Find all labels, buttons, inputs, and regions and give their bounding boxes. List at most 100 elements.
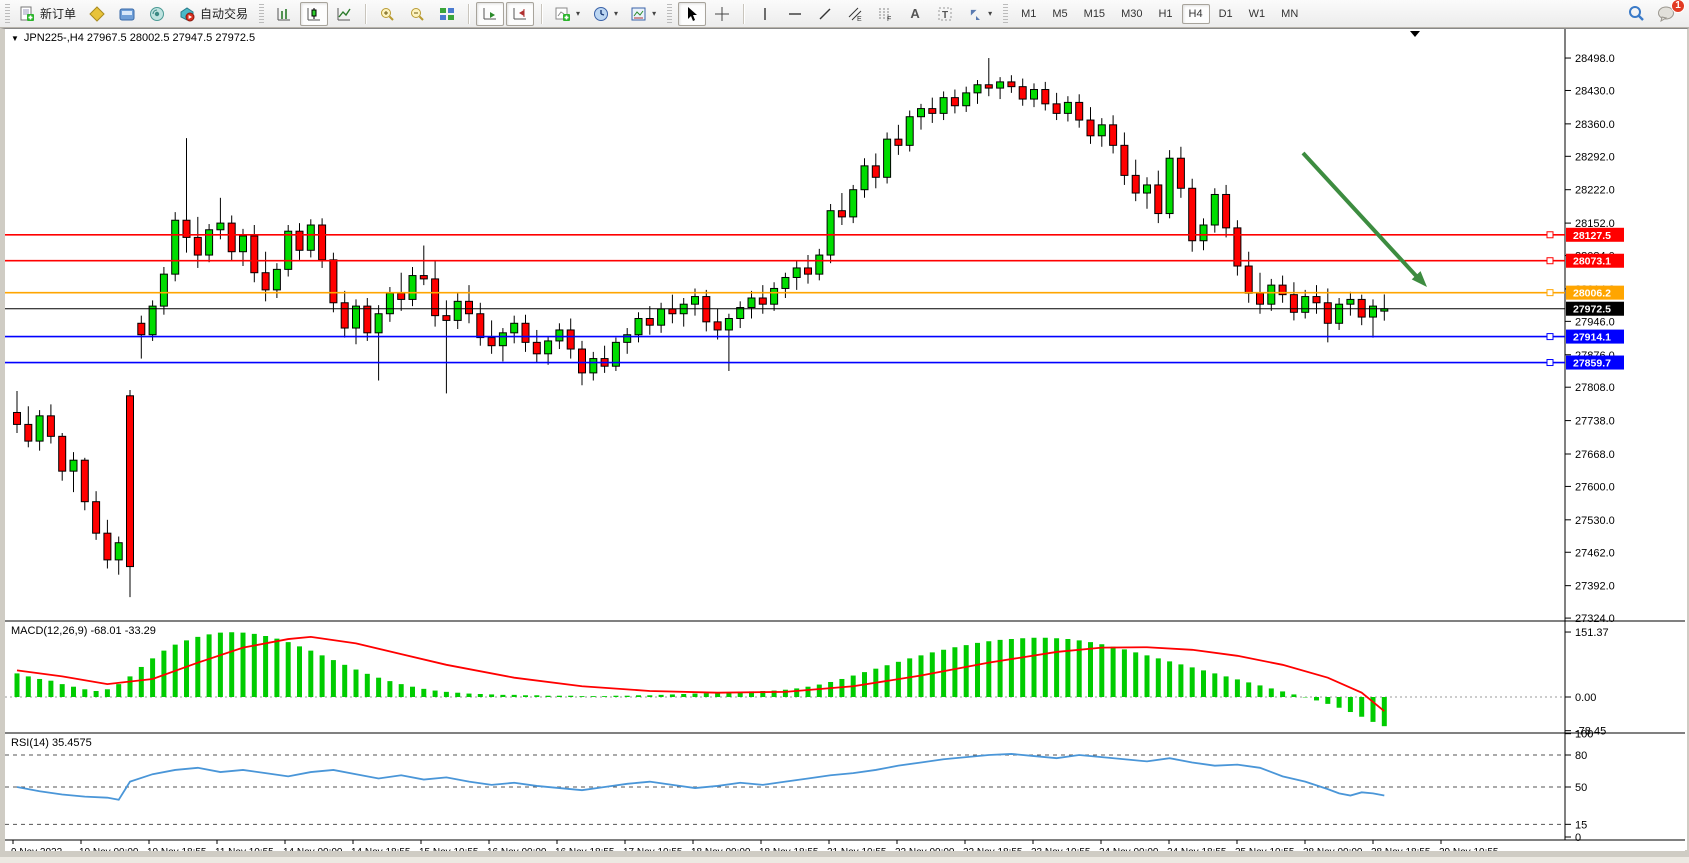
cursor-button[interactable]: [678, 1, 707, 26]
toolbar-grip[interactable]: [1003, 3, 1009, 24]
candlestick: [1030, 83, 1038, 108]
bar-chart-button[interactable]: [270, 2, 298, 26]
auto-scroll-button[interactable]: [476, 1, 505, 26]
candlestick: [544, 336, 553, 365]
toolbar-grip[interactable]: [667, 3, 673, 24]
price-line-handle[interactable]: [1546, 257, 1554, 265]
chart-shift-button[interactable]: [506, 1, 535, 26]
candlestick: [284, 225, 293, 277]
arrows-button[interactable]: ▾: [961, 2, 997, 26]
vertical-line-button[interactable]: [751, 2, 779, 26]
candlestick: [205, 224, 214, 263]
search-button[interactable]: [1622, 2, 1650, 26]
toolbar: 新订单 自动交易: [0, 0, 1689, 28]
candlestick: [1335, 297, 1344, 330]
candlestick: [713, 308, 722, 340]
candlestick: [871, 153, 880, 189]
timeframe-m15[interactable]: M15: [1083, 7, 1106, 20]
trend-arrow-head[interactable]: [1411, 271, 1427, 287]
candlestick: [804, 255, 812, 284]
candlestick: [781, 272, 790, 298]
chart-shift-icon: [511, 5, 529, 23]
chart-dropdown-icon[interactable]: ▼: [11, 33, 19, 43]
date-axis-label: 18 Nov 18:55: [759, 847, 819, 851]
candlestick-chart-icon: [305, 5, 323, 23]
price-line-handle[interactable]: [1546, 333, 1554, 341]
macd-label: MACD(12,26,9) -68.01 -33.29: [11, 625, 156, 637]
price-line-handle[interactable]: [1546, 289, 1554, 297]
candlestick: [80, 457, 89, 511]
dropdown-arrow-icon: ▾: [576, 9, 581, 18]
auto-trading-icon: [178, 5, 196, 23]
periods-button[interactable]: ▾: [587, 2, 623, 26]
trendline-button[interactable]: [811, 2, 839, 26]
date-axis-label: 16 Nov 18:55: [555, 847, 615, 851]
toolbar-grip[interactable]: [259, 3, 265, 24]
svg-text:T: T: [942, 10, 948, 21]
toolbar-grip[interactable]: [5, 3, 10, 24]
candlestick: [1346, 291, 1355, 316]
candlestick: [1143, 177, 1151, 209]
timeframe-m30[interactable]: M30: [1121, 7, 1143, 20]
date-axis-label: 22 Nov 00:00: [895, 847, 955, 851]
timeframe-mn[interactable]: MN: [1281, 7, 1299, 20]
charts-profile-button[interactable]: [83, 2, 111, 26]
candlestick: [1041, 81, 1050, 111]
notifications-button[interactable]: 1: [1652, 0, 1685, 26]
price-line-handle[interactable]: [1546, 231, 1554, 239]
candlestick: [374, 305, 383, 381]
arrows-icon: [966, 5, 984, 23]
line-chart-button[interactable]: [330, 2, 358, 26]
timeframe-h4[interactable]: H4: [1181, 3, 1210, 24]
candlestick: [35, 410, 44, 451]
fibonacci-icon: F: [876, 5, 894, 23]
tile-windows-icon: [438, 5, 456, 23]
price-axis-tick-label: 27324.0: [1575, 613, 1615, 625]
signals-button[interactable]: [143, 2, 171, 26]
price-line-handle[interactable]: [1546, 359, 1554, 367]
templates-button[interactable]: ▾: [625, 2, 661, 26]
fibonacci-button[interactable]: F: [871, 2, 899, 26]
date-axis-label: 16 Nov 00:00: [487, 847, 547, 851]
macd-axis-tick-label: 0.00: [1575, 692, 1596, 704]
tile-windows-button[interactable]: [433, 2, 461, 26]
new-chart-button[interactable]: ▾: [549, 2, 585, 26]
candlestick: [182, 138, 191, 253]
timeframe-w1[interactable]: W1: [1248, 7, 1266, 20]
price-axis-tick-label: 27600.0: [1575, 481, 1615, 493]
price-axis-tick-label: 27530.0: [1575, 515, 1615, 527]
text-label-button[interactable]: T: [931, 2, 959, 26]
charts-profile-icon: [88, 5, 106, 23]
candlestick: [1233, 220, 1242, 276]
crosshair-button[interactable]: [708, 2, 736, 26]
trend-arrow[interactable]: [1301, 151, 1421, 281]
timeframe-m5[interactable]: M5: [1052, 7, 1068, 20]
zoom-out-button[interactable]: [403, 2, 431, 26]
candlestick: [837, 193, 846, 226]
candlestick: [1007, 75, 1016, 93]
candlestick-chart-button[interactable]: [300, 1, 329, 26]
templates-icon: [630, 5, 648, 23]
price-axis-tick-label: 28222.0: [1575, 185, 1615, 197]
date-axis-label: 11 Nov 10:55: [215, 847, 274, 851]
price-axis-tick-label: 27392.0: [1575, 581, 1615, 593]
search-icon: [1627, 5, 1645, 23]
dropdown-arrow-icon: ▾: [652, 9, 657, 18]
text-icon: A: [910, 6, 920, 21]
timeframe-m1[interactable]: M1: [1021, 7, 1037, 20]
terminal-button[interactable]: [113, 2, 141, 26]
timeframe-d1[interactable]: D1: [1218, 7, 1233, 20]
equidistant-channel-button[interactable]: E: [841, 2, 869, 26]
timeframe-h1[interactable]: H1: [1158, 7, 1173, 20]
auto-trading-button[interactable]: 自动交易: [173, 2, 253, 26]
horizontal-line-button[interactable]: [781, 2, 809, 26]
price-axis-tick-label: 28360.0: [1575, 119, 1615, 131]
candlestick: [1120, 132, 1129, 185]
rsi-axis-tick-label: 15: [1575, 819, 1587, 831]
zoom-in-button[interactable]: [373, 2, 401, 26]
text-button[interactable]: A: [901, 2, 929, 26]
date-axis-label: 24 Nov 18:55: [1167, 847, 1227, 851]
new-order-button[interactable]: 新订单: [13, 2, 81, 26]
candlestick: [1052, 92, 1061, 121]
chart-canvas[interactable]: 28498.0 28430.0 28360.0 28292.0 28222.0 28152…: [5, 29, 1685, 851]
